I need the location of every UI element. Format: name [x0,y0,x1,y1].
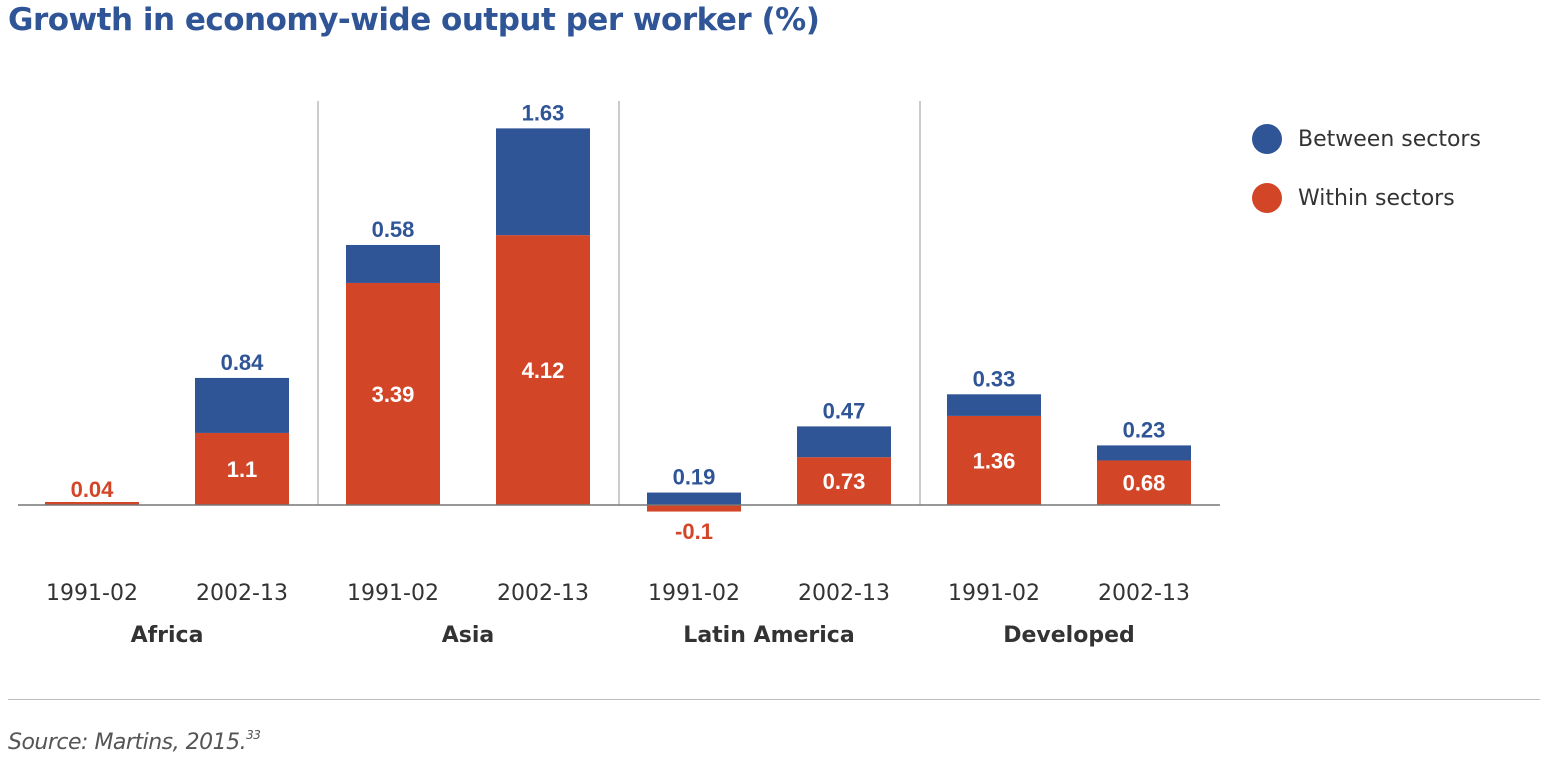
data-label-between: 0.33 [973,366,1016,391]
data-label-between: 0.19 [673,465,716,490]
data-label-within: 0.04 [71,477,115,502]
x-tick-label: 2002-13 [497,581,589,606]
data-label-between: 0.84 [221,350,265,375]
group-label: Asia [442,623,495,648]
source-text: Source: Martins, 2015. [8,730,247,755]
footer-divider [8,699,1540,700]
x-tick-label: 1991-02 [347,581,439,606]
legend: Between sectors Within sectors [1252,124,1481,242]
legend-swatch-between [1252,124,1282,154]
x-tick-label: 1991-02 [648,581,740,606]
data-label-within: 3.39 [372,382,415,407]
bar-within-sectors [195,432,289,505]
bar-within-sectors [346,282,440,505]
data-label-within: 0.68 [1123,471,1166,496]
data-label-within: 1.1 [227,457,258,482]
source-note: Source: Martins, 2015.33 [8,728,261,755]
bar-between-sectors [346,244,440,283]
group-label: Africa [131,623,204,648]
bar-within-sectors [496,235,590,505]
data-label-between: 0.47 [823,398,866,423]
bar-within-sectors [647,505,741,512]
bar-between-sectors [647,492,741,505]
bar-between-sectors [947,394,1041,416]
x-tick-label: 1991-02 [948,581,1040,606]
legend-item-within: Within sectors [1252,183,1481,213]
bar-within-sectors [947,415,1041,505]
data-label-within: 0.73 [823,469,866,494]
source-footnote: 33 [246,728,261,742]
x-tick-label: 2002-13 [196,581,288,606]
chart-title: Growth in economy-wide output per worker… [8,2,820,38]
legend-label-within: Within sectors [1298,185,1455,211]
bar-between-sectors [797,426,891,458]
bar-within-sectors [45,502,139,505]
data-label-within: 4.12 [522,358,565,383]
data-label-within: -0.1 [675,519,713,544]
bar-within-sectors [1097,460,1191,505]
bar-within-sectors [797,457,891,505]
legend-swatch-within [1252,183,1282,213]
x-tick-label: 2002-13 [798,581,890,606]
data-label-between: 0.23 [1123,417,1166,442]
bar-between-sectors [195,377,289,433]
group-label: Latin America [683,623,854,648]
bar-between-sectors [496,128,590,236]
data-label-between: 1.63 [522,100,565,125]
bar-between-sectors [1097,445,1191,461]
x-tick-label: 2002-13 [1098,581,1190,606]
group-label: Developed [1003,623,1135,648]
x-tick-label: 1991-02 [46,581,138,606]
data-label-within: 1.36 [973,448,1016,473]
legend-item-between: Between sectors [1252,124,1481,154]
legend-label-between: Between sectors [1298,126,1481,152]
data-label-between: 0.58 [372,217,415,242]
